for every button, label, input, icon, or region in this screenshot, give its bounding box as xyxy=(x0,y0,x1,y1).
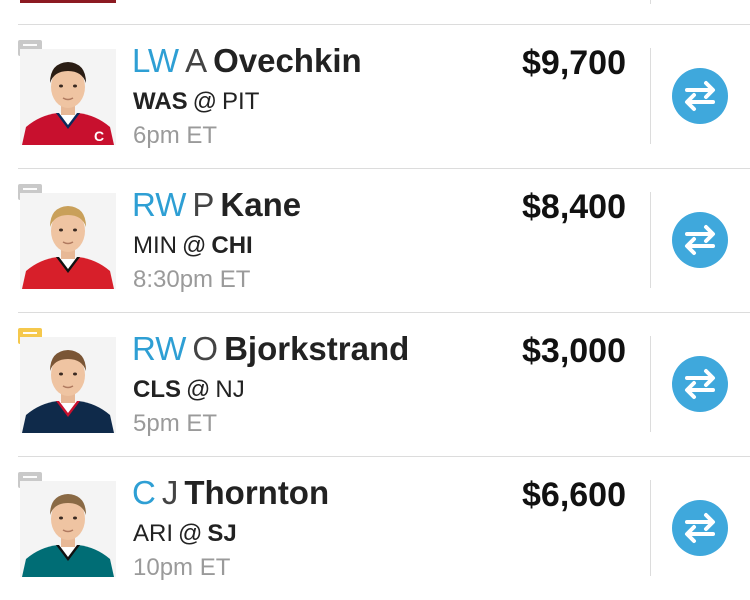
player-name-line[interactable]: LW A Ovechkin xyxy=(132,44,362,77)
player-name-line[interactable]: C J Thornton xyxy=(132,476,329,509)
last-name: Bjorkstrand xyxy=(224,330,410,367)
row-divider xyxy=(650,336,651,432)
salary: $6,600 xyxy=(522,476,626,514)
previous-row-divider-edge xyxy=(650,0,651,4)
home-team: PIT xyxy=(222,88,260,115)
game-time: 6pm ET xyxy=(133,122,218,149)
player-row[interactable]: RW O Bjorkstrand CLS @ NJ 5pm ET $3,000 xyxy=(0,312,750,456)
last-name: Thornton xyxy=(184,474,330,511)
player-portrait-illustration: C xyxy=(20,49,116,145)
game-time: 8:30pm ET xyxy=(133,266,251,293)
player-row[interactable]: C J Thornton ARI @ SJ 10pm ET $6,600 xyxy=(0,456,750,600)
last-name: Ovechkin xyxy=(213,42,362,79)
player-row[interactable]: RW P Kane MIN @ CHI 8:30pm ET $8,400 xyxy=(0,168,750,312)
row-divider xyxy=(650,48,651,144)
first-initial: P xyxy=(192,186,215,223)
salary: $8,400 xyxy=(522,188,626,226)
salary: $3,000 xyxy=(522,332,626,370)
game-time: 5pm ET xyxy=(133,410,218,437)
swap-button[interactable] xyxy=(672,212,728,268)
matchup: WAS @ PIT xyxy=(133,90,259,114)
home-team: NJ xyxy=(215,376,245,403)
swap-button[interactable] xyxy=(672,68,728,124)
player-name-line[interactable]: RW P Kane xyxy=(132,188,301,221)
away-team: MIN xyxy=(133,232,177,259)
position-label: RW xyxy=(132,330,187,367)
player-photo: C xyxy=(20,49,116,145)
swap-button[interactable] xyxy=(672,500,728,556)
swap-button[interactable] xyxy=(672,356,728,412)
player-name-line[interactable]: RW O Bjorkstrand xyxy=(132,332,409,365)
first-initial: O xyxy=(192,330,219,367)
matchup: MIN @ CHI xyxy=(133,234,253,258)
away-team: CLS xyxy=(133,376,181,403)
svg-text:C: C xyxy=(94,128,104,144)
player-portrait-illustration xyxy=(20,193,116,289)
swap-arrows-icon xyxy=(685,225,715,255)
away-team: WAS xyxy=(133,88,188,115)
row-separator xyxy=(18,168,750,169)
row-separator xyxy=(18,24,750,25)
row-separator xyxy=(18,312,750,313)
swap-arrows-icon xyxy=(685,81,715,111)
at-symbol: @ xyxy=(178,520,203,547)
swap-arrows-icon xyxy=(685,369,715,399)
first-initial: J xyxy=(161,474,179,511)
player-photo xyxy=(20,193,116,289)
player-photo xyxy=(20,337,116,433)
at-symbol: @ xyxy=(182,232,207,259)
home-team: SJ xyxy=(207,520,237,547)
player-portrait-illustration xyxy=(20,337,116,433)
row-divider xyxy=(650,192,651,288)
previous-row-photo-edge xyxy=(20,0,116,3)
player-portrait-illustration xyxy=(20,481,116,577)
player-photo xyxy=(20,481,116,577)
salary: $9,700 xyxy=(522,44,626,82)
position-label: RW xyxy=(132,186,187,223)
player-row[interactable]: C LW A Ovechkin WAS @ PIT 6pm ET $9,700 xyxy=(0,24,750,168)
previous-row-remnant xyxy=(0,0,750,24)
row-separator xyxy=(18,456,750,457)
game-time: 10pm ET xyxy=(133,554,231,581)
position-label: LW xyxy=(132,42,180,79)
last-name: Kane xyxy=(220,186,302,223)
first-initial: A xyxy=(185,42,208,79)
position-label: C xyxy=(132,474,156,511)
at-symbol: @ xyxy=(192,88,218,115)
matchup: ARI @ SJ xyxy=(133,522,237,546)
away-team: ARI xyxy=(133,520,174,547)
row-divider xyxy=(650,480,651,576)
at-symbol: @ xyxy=(186,376,211,403)
matchup: CLS @ NJ xyxy=(133,378,245,402)
home-team: CHI xyxy=(211,232,253,259)
swap-arrows-icon xyxy=(685,513,715,543)
